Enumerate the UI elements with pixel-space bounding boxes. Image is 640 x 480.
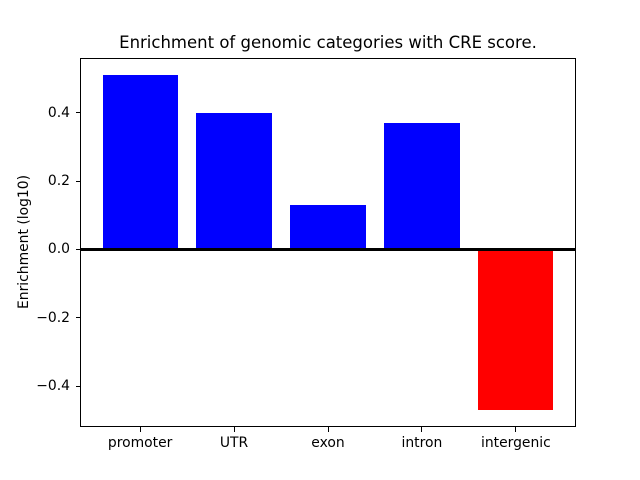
bar-intron (384, 122, 460, 250)
x-tick-label-promoter: promoter (107, 435, 173, 451)
x-tick-mark (233, 427, 235, 432)
x-tick-mark (515, 427, 517, 432)
y-tick-label: 0.4 (47, 104, 70, 121)
bar-exon (290, 204, 366, 250)
bar-UTR (196, 112, 272, 250)
x-tick-label-intron: intron (401, 435, 443, 451)
y-tick-label: 0.2 (47, 173, 70, 189)
y-tick-mark (75, 248, 80, 250)
chart-title: Enrichment of genomic categories with CR… (119, 33, 537, 52)
y-tick-mark (75, 112, 80, 114)
y-tick-mark (75, 180, 80, 182)
x-tick-label-exon: exon (311, 435, 345, 451)
x-tick-mark (421, 427, 423, 432)
x-tick-mark (139, 427, 141, 432)
x-tick-label-intergenic: intergenic (480, 435, 551, 451)
y-tick-mark (75, 385, 80, 387)
y-tick-label: 0.0 (47, 241, 70, 258)
zero-line (80, 248, 576, 251)
y-tick-mark (75, 317, 80, 319)
x-tick-label-UTR: UTR (219, 435, 249, 451)
bar-promoter (102, 75, 178, 250)
y-tick-label: −0.2 (36, 309, 70, 326)
x-tick-mark (327, 427, 329, 432)
y-tick-label: −0.4 (36, 378, 70, 394)
bar-intergenic (478, 249, 554, 410)
